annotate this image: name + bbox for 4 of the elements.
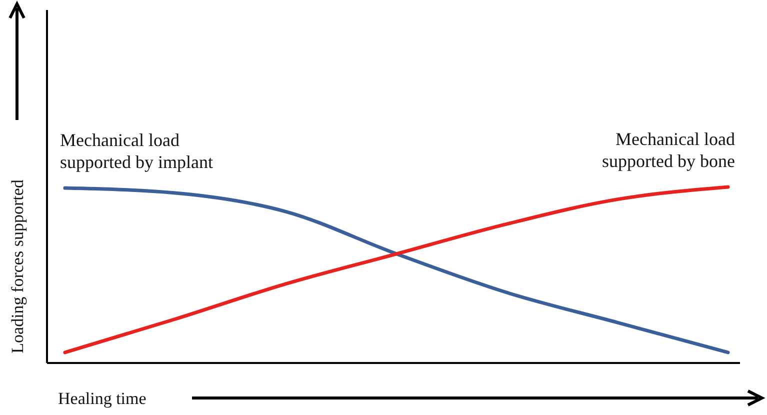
series-label: Mechanical load supported by implant [60,130,213,172]
x-axis-title: Healing time [58,389,146,408]
series-label: Mechanical load supported by bone [602,129,736,171]
y-axis-title: Loading forces supported [8,179,27,354]
